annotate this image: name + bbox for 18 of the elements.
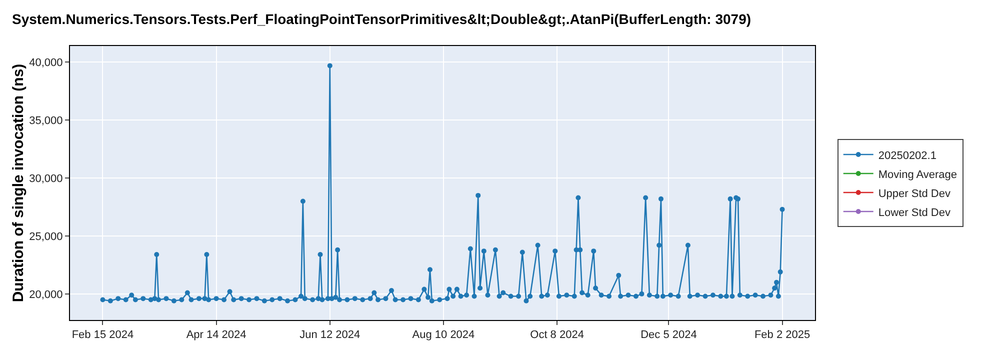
x-tick-label: Feb 2 2025 [754,329,810,342]
x-tick-label: Jun 12 2024 [300,329,360,342]
y-tick-label: 20,000 [29,288,63,301]
y-axis-title: Duration of single invocation (ns) [10,64,28,302]
x-tick-label: Oct 8 2024 [530,329,584,342]
x-tick-label: Feb 15 2024 [72,329,134,342]
y-tick-label: 35,000 [29,115,63,127]
y-tick-label: 30,000 [29,172,63,185]
x-tick-label: Apr 14 2024 [186,329,246,342]
y-tick-label: 25,000 [29,230,63,243]
chart-title: System.Numerics.Tensors.Tests.Perf_FloatingPointTensorPrimitives&lt;Double&gt;.AtanPi(BufferLength: 3079) [12,10,752,27]
y-tick-label: 40,000 [29,57,63,70]
x-tick-label: Aug 10 2024 [412,329,475,342]
x-tick-label: Dec 5 2024 [640,329,697,342]
legend-label: Moving Average [878,168,958,181]
legend-label: 20250202.1 [878,150,936,162]
legend-label: Upper Std Dev [878,188,951,200]
legend-label: Lower Std Dev [878,206,951,219]
